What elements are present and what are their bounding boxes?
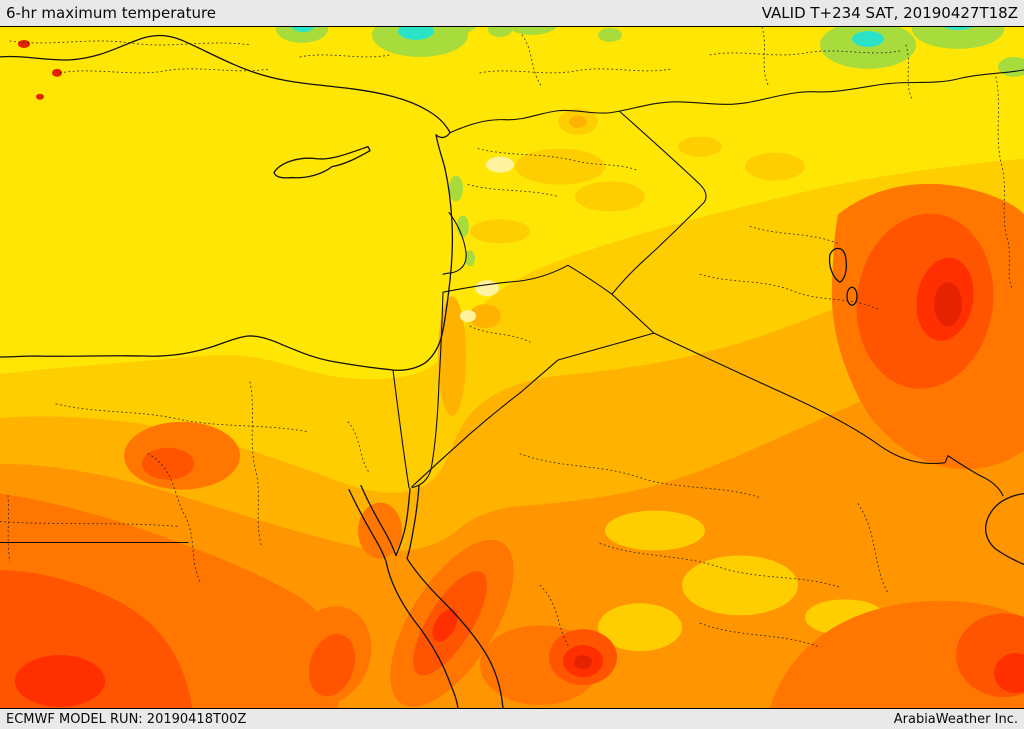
temp-spot-pale [475, 280, 499, 297]
temp-spot-gold [682, 555, 798, 616]
temp-spot-pale [486, 156, 514, 173]
coastline-persian-gulf [984, 492, 1024, 566]
temp-spot-gold [605, 510, 705, 551]
dotted-boundary [699, 273, 881, 311]
dotted-boundary [59, 68, 271, 74]
dotted-boundary [0, 521, 181, 527]
temperature-map-svg [0, 27, 1024, 708]
temp-spot-red [432, 608, 458, 642]
border-syria-iraq [611, 111, 707, 295]
green-cold-spot [507, 27, 557, 35]
model-run-label: ECMWF MODEL RUN: 20190418T00Z [6, 711, 247, 727]
temp-spot-light-orange [469, 304, 501, 329]
dotted-boundary [467, 184, 559, 197]
temp-spot-red-orange [142, 447, 194, 480]
temp-spot-dark-red [18, 39, 30, 48]
temp-spot-dark-red [36, 93, 44, 100]
cyan-cold-spot [291, 27, 315, 32]
green-cold-spot [488, 27, 512, 37]
temp-spot-gold [470, 219, 530, 244]
footer-bar: ECMWF MODEL RUN: 20190418T00Z ArabiaWeat… [0, 708, 1024, 729]
temperature-fill-layers [0, 27, 1024, 708]
temp-spot-red [15, 655, 105, 708]
coastline-cyprus [273, 146, 371, 179]
dotted-boundary [699, 622, 821, 648]
dotted-boundary [539, 584, 569, 646]
green-cold-spot [998, 56, 1024, 77]
brand-label: ArabiaWeather Inc. [893, 711, 1018, 727]
green-cold-spot [457, 215, 469, 238]
border-israel-egypt [392, 369, 410, 489]
dotted-boundary [599, 543, 841, 588]
lake-outline-iraq [828, 247, 847, 283]
green-cold-spot [372, 27, 468, 57]
border-iraq-saudi [653, 332, 949, 464]
cyan-cold-spot [852, 30, 884, 47]
border-turkey-south [449, 69, 1024, 134]
dotted-boundary [479, 68, 673, 74]
border-lebanon [442, 211, 467, 275]
temp-spot-light-orange [438, 296, 466, 416]
dotted-boundary [347, 421, 371, 475]
dotted-boundary [519, 453, 761, 499]
cold-spots-green [276, 27, 1024, 267]
dotted-boundary [469, 325, 531, 343]
temp-spot-gold [575, 181, 645, 212]
border-jordan-north-east [442, 264, 655, 334]
temp-spot-gold [515, 148, 605, 185]
dotted-boundary [147, 453, 201, 582]
header-bar: 6-hr maximum temperature VALID T+234 SAT… [0, 0, 1024, 27]
cyan-cold-spot [398, 27, 434, 40]
temp-spot-deep-orange [358, 502, 402, 559]
border-kuwait [947, 455, 1004, 497]
map-canvas [0, 27, 1024, 708]
temp-spot-dark-red [934, 282, 962, 327]
temp-spot-red-orange [308, 634, 356, 697]
temp-spot-light-orange [569, 115, 587, 128]
temp-region-deep-orange-southeast [770, 600, 1024, 708]
cyan-cold-spot [943, 27, 973, 30]
temp-spot-dark-red [574, 655, 592, 670]
dotted-boundary [761, 27, 769, 86]
temp-spot-pale [460, 310, 476, 323]
green-cold-spot [820, 27, 916, 69]
coastline-mediterranean [0, 34, 454, 371]
temp-spot-gold [678, 136, 722, 157]
coastline-sinai-west [360, 485, 397, 557]
green-cold-spot [449, 175, 463, 202]
lake-outline-iraq-small [846, 286, 858, 306]
green-cold-spot [434, 27, 476, 35]
coastlines [0, 34, 1024, 708]
coastline-sinai-east-aqaba [395, 487, 411, 557]
dotted-boundary [521, 34, 543, 88]
map-title: 6-hr maximum temperature [6, 4, 217, 22]
coastline-red-sea-east [406, 485, 504, 708]
temp-spot-gold [745, 152, 805, 181]
dotted-boundary [857, 503, 889, 594]
dotted-boundary [477, 148, 639, 172]
green-cold-spot [276, 27, 328, 43]
dotted-boundary [709, 50, 901, 56]
green-cold-spot [465, 250, 475, 267]
valid-time-label: VALID T+234 SAT, 20190427T18Z [761, 4, 1018, 22]
coastline-gulf-of-suez-west [348, 488, 459, 708]
dotted-boundary [749, 225, 841, 245]
temp-spot-dark-red [52, 68, 62, 77]
dotted-boundary [995, 76, 1013, 289]
temp-spot-gold [598, 603, 682, 652]
dotted-boundary [299, 54, 391, 58]
green-cold-spot [912, 27, 1004, 49]
country-borders [0, 69, 1024, 544]
temp-spot-red [994, 653, 1024, 694]
green-cold-spot [598, 27, 622, 42]
cold-spots-cyan [291, 27, 973, 47]
border-jordan-saudi [411, 332, 655, 488]
dotted-boundary [905, 44, 913, 100]
admin-boundaries-dotted [0, 27, 1013, 648]
